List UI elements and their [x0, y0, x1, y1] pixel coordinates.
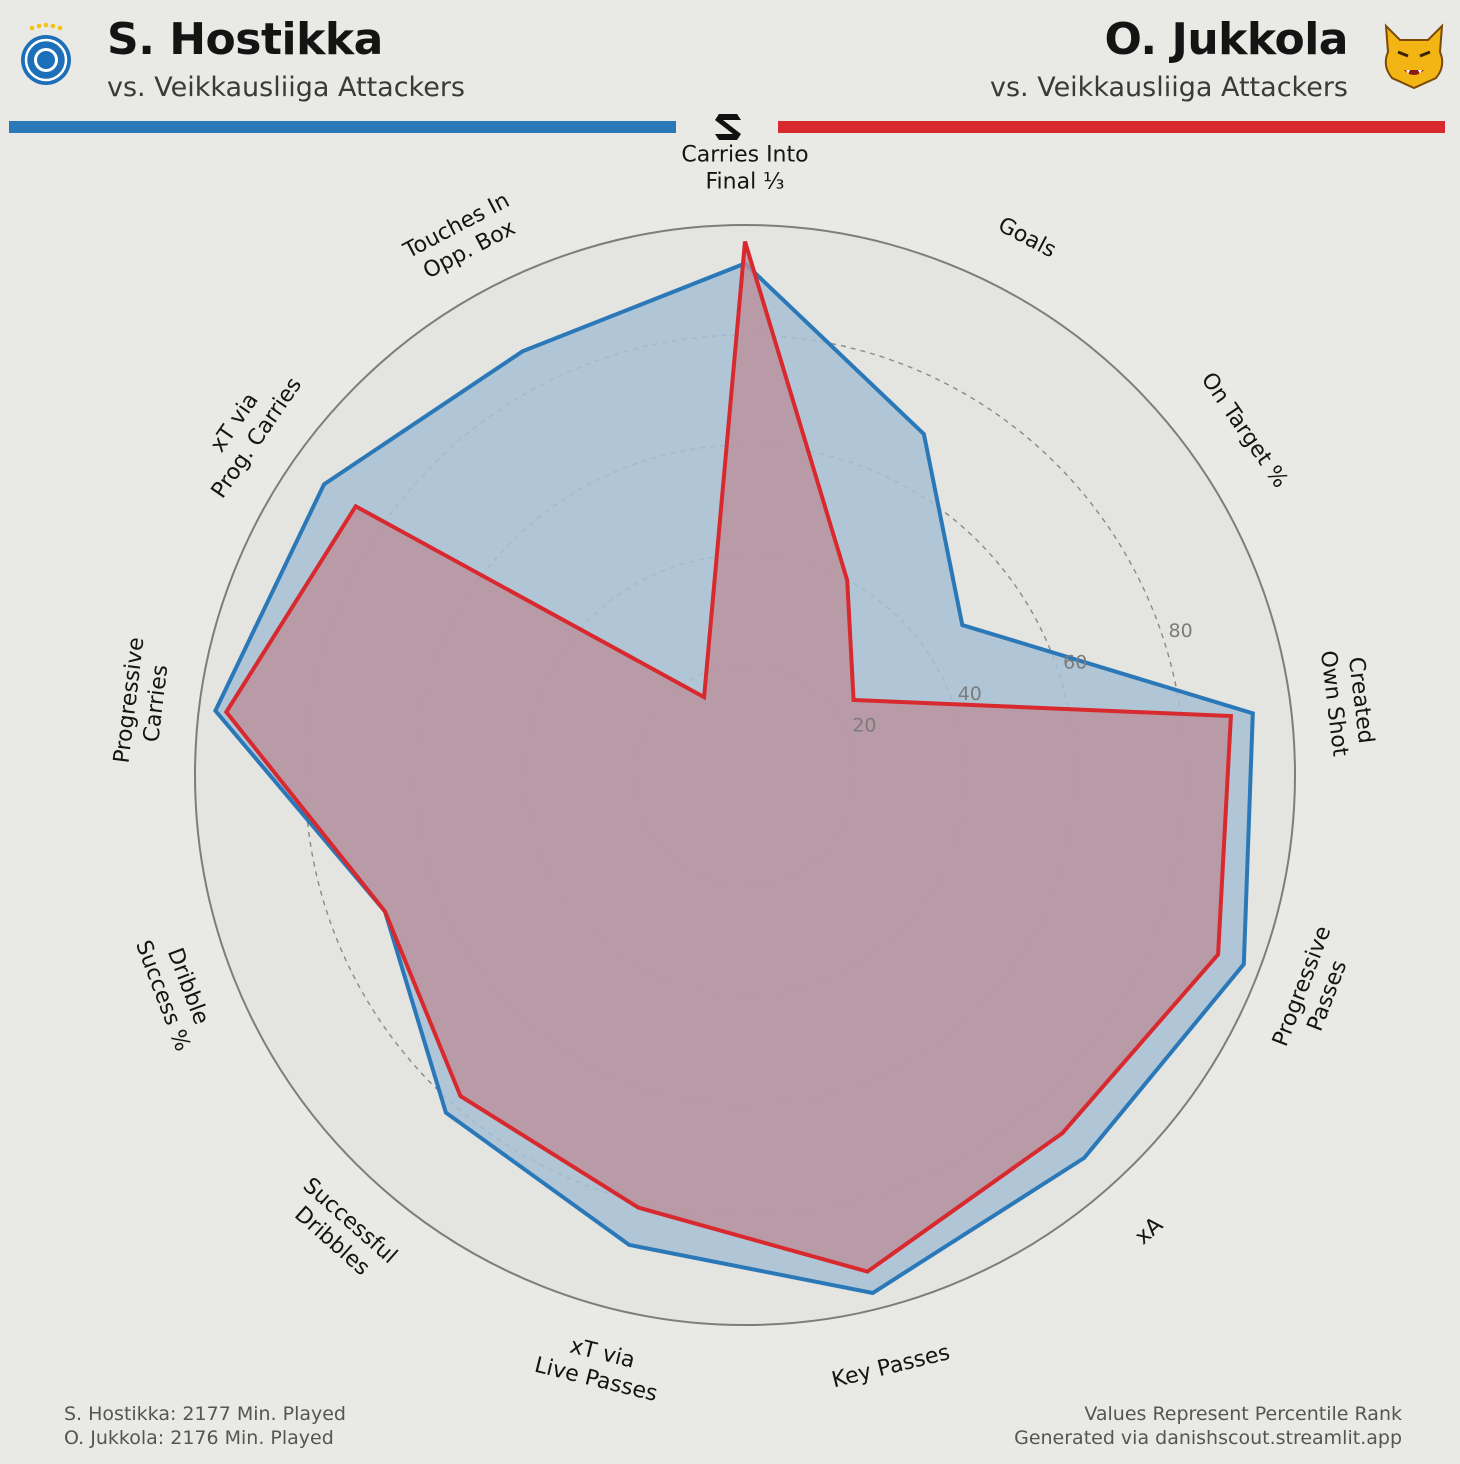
right-player-subtitle: vs. Veikkausliiga Attackers: [989, 72, 1348, 103]
footer-left-minutes: S. Hostikka: 2177 Min. Played: [64, 1403, 346, 1425]
footer-notes: Values Represent Percentile Rank Generat…: [1014, 1402, 1402, 1450]
left-color-bar: [9, 121, 676, 133]
tick-label-20: 20: [852, 715, 876, 737]
right-player-name: O. Jukkola: [1104, 14, 1348, 65]
axis-label-group: Goals: [994, 213, 1060, 264]
axis-label: On Target %: [1196, 368, 1293, 493]
left-player-subtitle: vs. Veikkausliiga Attackers: [107, 72, 466, 103]
axis-label: Key Passes: [829, 1340, 952, 1393]
axis-label: Goals: [994, 213, 1060, 264]
axis-label-group: Key Passes: [829, 1340, 952, 1393]
hjk-crest-icon: [18, 22, 74, 88]
footer-minutes: S. Hostikka: 2177 Min. Played O. Jukkola…: [64, 1402, 346, 1450]
axis-label: Final ⅓: [705, 170, 784, 195]
axis-label-group: On Target %: [1196, 368, 1293, 493]
danishscout-logo-icon: [711, 108, 747, 144]
ilves-lynx-crest-icon: [1380, 22, 1448, 90]
footer-percentile-note: Values Represent Percentile Rank: [1084, 1403, 1402, 1425]
axis-label-group: xA: [1130, 1213, 1168, 1250]
footer-right-minutes: O. Jukkola: 2176 Min. Played: [64, 1427, 334, 1449]
tick-label-80: 80: [1169, 620, 1193, 642]
axis-label: Carries Into: [681, 143, 808, 168]
right-color-bar: [778, 121, 1445, 133]
left-player-name: S. Hostikka: [107, 14, 383, 65]
footer-generated-note: Generated via danishscout.streamlit.app: [1014, 1427, 1402, 1449]
tick-label-60: 60: [1063, 652, 1087, 674]
tick-label-40: 40: [958, 683, 982, 705]
axis-label: xA: [1130, 1213, 1168, 1250]
series-right-polygon: [223, 240, 1234, 1274]
